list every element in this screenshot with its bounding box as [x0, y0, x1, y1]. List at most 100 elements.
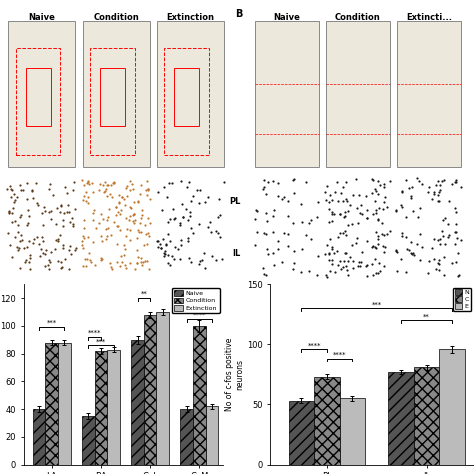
Point [126, 177, 134, 185]
Point [14, 228, 22, 236]
Point [177, 241, 185, 249]
Point [357, 209, 365, 217]
Point [402, 233, 410, 241]
Point [452, 228, 459, 236]
Point [28, 188, 36, 195]
Point [7, 241, 14, 249]
Point [155, 237, 162, 245]
Point [339, 197, 347, 205]
Point [46, 180, 54, 188]
Point [183, 183, 191, 191]
Point [29, 194, 37, 201]
Point [114, 222, 121, 229]
Point [392, 206, 400, 214]
Point [438, 177, 446, 185]
Point [215, 195, 222, 203]
Point [141, 242, 148, 249]
Point [260, 270, 267, 278]
Point [371, 197, 379, 205]
Point [65, 266, 73, 273]
Point [25, 206, 32, 213]
Point [414, 213, 422, 220]
Point [164, 230, 171, 238]
Point [137, 190, 144, 198]
Point [125, 217, 133, 224]
Point [57, 202, 64, 210]
Point [372, 185, 379, 193]
Point [122, 264, 130, 272]
Point [146, 233, 153, 240]
Bar [46, 343, 58, 465]
Point [393, 267, 401, 275]
Point [269, 228, 277, 236]
Point [60, 245, 67, 252]
Point [403, 246, 411, 253]
Point [69, 222, 77, 230]
Point [372, 228, 380, 236]
Point [162, 241, 170, 248]
Point [324, 273, 331, 281]
Point [251, 241, 258, 249]
Bar [82, 21, 149, 167]
Point [54, 237, 62, 245]
Point [90, 217, 97, 224]
Point [25, 237, 33, 245]
Text: Extincti...: Extincti... [406, 13, 452, 22]
Point [342, 212, 349, 220]
Point [61, 183, 69, 191]
Point [169, 205, 177, 213]
Point [392, 207, 400, 215]
Point [264, 178, 271, 186]
Point [259, 264, 266, 272]
Point [41, 207, 49, 215]
Point [430, 191, 438, 198]
Point [82, 262, 90, 270]
Point [171, 214, 179, 222]
Point [451, 204, 459, 211]
Point [327, 235, 334, 243]
Text: ***: *** [372, 301, 382, 308]
Point [57, 258, 64, 265]
Point [131, 265, 139, 273]
Text: ***: *** [46, 320, 57, 326]
Point [23, 195, 31, 202]
Point [11, 190, 18, 198]
Point [274, 237, 282, 245]
Point [253, 206, 260, 213]
Point [381, 193, 389, 201]
Point [106, 260, 114, 267]
Point [45, 262, 52, 269]
Point [435, 256, 443, 264]
Point [22, 256, 30, 264]
Point [25, 212, 32, 219]
Point [326, 191, 333, 199]
Point [448, 259, 456, 267]
Point [115, 199, 123, 206]
Point [442, 215, 449, 222]
Point [28, 187, 36, 194]
Point [134, 253, 142, 261]
Point [102, 235, 110, 242]
Point [145, 185, 152, 192]
Point [46, 259, 54, 266]
Point [53, 220, 60, 228]
Point [372, 244, 379, 251]
Point [196, 186, 204, 193]
Point [189, 192, 196, 200]
Point [82, 197, 90, 205]
Point [104, 181, 111, 189]
Point [68, 214, 76, 222]
Point [130, 210, 138, 218]
Point [410, 207, 417, 215]
Point [408, 238, 415, 246]
Point [98, 255, 106, 263]
Bar [90, 48, 135, 155]
Point [185, 254, 193, 262]
Point [416, 230, 424, 238]
Point [14, 221, 22, 229]
Point [35, 241, 43, 248]
Point [123, 192, 130, 200]
Point [334, 262, 342, 269]
Point [100, 215, 107, 222]
Point [89, 189, 96, 196]
